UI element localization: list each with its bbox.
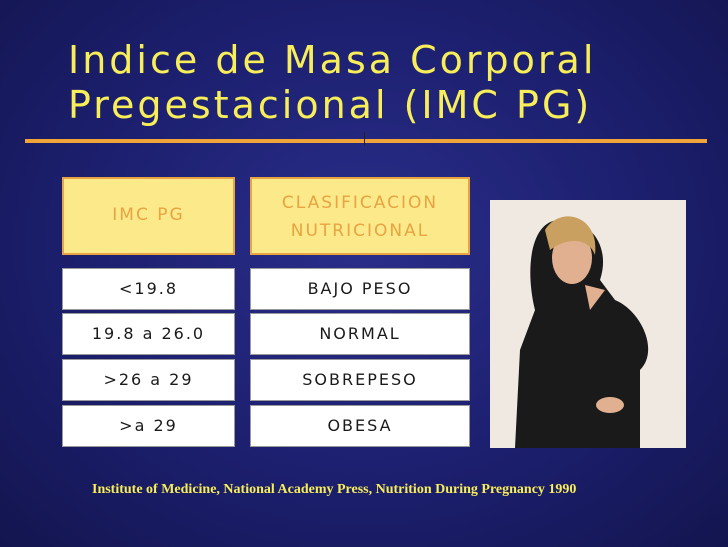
silhouette bbox=[515, 220, 649, 448]
table-cell: <19.8 bbox=[62, 268, 235, 310]
table-cell: NORMAL bbox=[250, 313, 470, 355]
table-cell: OBESA bbox=[250, 405, 470, 447]
neck bbox=[585, 285, 605, 310]
header-box: IMC PG bbox=[62, 177, 235, 255]
title-line: Pregestacional (IMC PG) bbox=[68, 83, 593, 127]
table-cell: SOBREPESO bbox=[250, 359, 470, 401]
table-cell: BAJO PESO bbox=[250, 268, 470, 310]
title-line: Indice de Masa Corporal bbox=[68, 38, 597, 82]
hand bbox=[596, 397, 624, 413]
header-text: NUTRICIONAL bbox=[290, 221, 430, 241]
table-cell: >26 a 29 bbox=[62, 359, 235, 401]
header-text: IMC PG bbox=[112, 205, 185, 225]
header-box: CLASIFICACION NUTRICIONAL bbox=[250, 177, 470, 255]
table-cell: >a 29 bbox=[62, 405, 235, 447]
table-cell: 19.8 a 26.0 bbox=[62, 313, 235, 355]
citation: Institute of Medicine, National Academy … bbox=[92, 482, 577, 497]
hair bbox=[545, 216, 596, 255]
photo bbox=[490, 200, 686, 448]
title-rule bbox=[25, 139, 707, 143]
face bbox=[552, 232, 592, 284]
header-text: CLASIFICACION bbox=[281, 193, 439, 213]
rule-mark bbox=[364, 132, 365, 146]
